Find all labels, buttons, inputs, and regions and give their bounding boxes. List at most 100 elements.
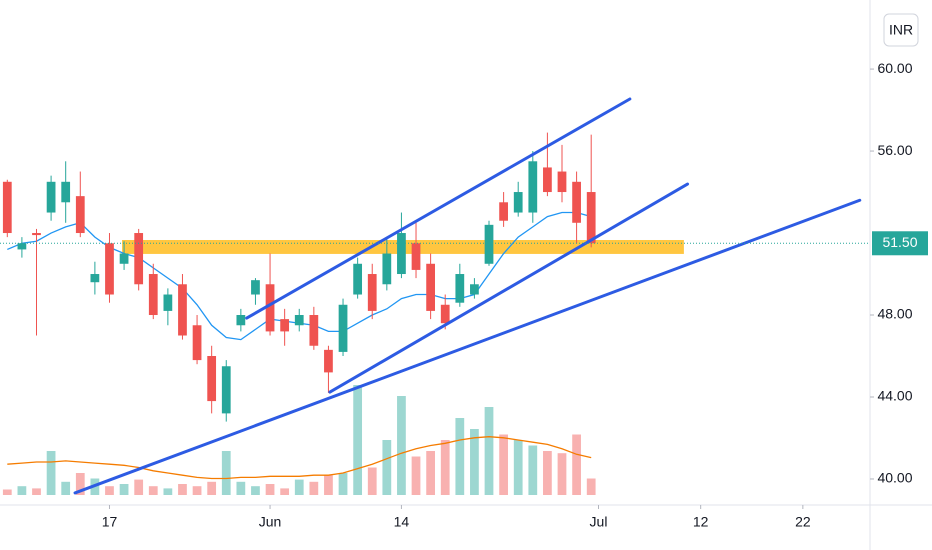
volume-bar — [470, 429, 479, 495]
volume-bar — [265, 484, 275, 495]
candle-body — [528, 161, 538, 213]
volume-bar — [353, 385, 363, 495]
candle-body — [426, 263, 435, 311]
y-tick-label: 60.00 — [877, 60, 912, 76]
candle-body — [46, 181, 56, 213]
volume-bar — [75, 473, 85, 495]
candle-body — [324, 349, 333, 373]
candle-body — [586, 192, 596, 244]
candle-body — [557, 171, 567, 193]
x-tick-label: 22 — [795, 514, 811, 530]
candle-body — [207, 356, 217, 402]
candle-body — [397, 233, 406, 275]
x-tick-label: 14 — [394, 514, 410, 530]
volume-bar — [324, 475, 333, 495]
x-tick-label: 12 — [693, 514, 709, 530]
volume-bar — [382, 440, 392, 495]
candle-body — [192, 325, 202, 361]
volume-bar — [119, 484, 129, 495]
volume-bar — [411, 456, 421, 495]
candle-body — [75, 196, 85, 234]
volume-bar — [2, 489, 12, 495]
candle-body — [440, 304, 450, 324]
trendline — [73, 198, 862, 495]
candle-body — [61, 181, 71, 203]
volume-bar — [61, 481, 71, 495]
volume-bar — [32, 488, 41, 495]
candle-body — [90, 274, 100, 283]
candle-body — [178, 284, 187, 336]
currency-box[interactable] — [883, 13, 919, 47]
volume-bar — [455, 418, 465, 495]
candle-body — [2, 181, 12, 234]
volume-bar — [46, 451, 56, 495]
volume-bar — [338, 473, 348, 495]
candle-body — [119, 253, 129, 264]
candle-body — [470, 284, 479, 295]
candle-body — [251, 280, 260, 295]
candle-body — [105, 243, 114, 295]
y-tick-label: 44.00 — [877, 388, 912, 404]
volume-bar — [367, 467, 377, 495]
volume-bar — [251, 486, 260, 495]
volume-bar — [236, 481, 246, 495]
candle-body — [455, 274, 465, 303]
candle-body — [294, 315, 304, 326]
currency-label: INR — [889, 22, 913, 38]
x-tick-label: 17 — [102, 514, 118, 530]
volume-bar — [557, 453, 567, 495]
candle-body — [338, 304, 348, 352]
candle-body — [309, 315, 319, 346]
candle-body — [499, 202, 508, 221]
candle-body — [163, 294, 173, 311]
trendline — [245, 97, 632, 320]
x-tick-label: Jul — [590, 514, 608, 530]
candle-body — [543, 167, 552, 193]
volume-bar — [528, 445, 538, 495]
volume-bar — [280, 488, 290, 495]
volume-bar — [192, 486, 202, 495]
y-tick-label: 56.00 — [877, 142, 912, 158]
candle-body — [236, 315, 246, 326]
candle-body — [221, 366, 231, 414]
trendline — [328, 182, 690, 394]
volume-bar — [397, 396, 406, 495]
volume-bar — [221, 451, 231, 495]
volume-bar — [499, 434, 508, 495]
y-tick-label: 40.00 — [877, 470, 912, 486]
volume-bar — [148, 486, 158, 495]
candle-body — [353, 263, 363, 295]
y-tick-label: 48.00 — [877, 306, 912, 322]
candle-body — [411, 243, 421, 270]
volume-bar — [484, 407, 494, 495]
volume-bar — [163, 488, 173, 495]
last-price-box — [872, 231, 928, 256]
volume-bar — [586, 478, 596, 495]
x-tick-label: Jun — [259, 514, 282, 530]
candle-body — [382, 253, 392, 285]
volume-bar — [543, 451, 552, 495]
volume-bar — [105, 486, 114, 495]
volume-ma-line — [7, 436, 592, 480]
last-price-label: 51.50 — [882, 234, 917, 250]
candle-body — [572, 181, 581, 223]
volume-bar — [17, 486, 27, 495]
volume-bar — [207, 481, 217, 495]
volume-bar — [572, 434, 581, 495]
volume-bar — [426, 451, 435, 495]
candle-body — [32, 233, 41, 236]
volume-bar — [178, 484, 187, 495]
candle-body — [513, 192, 523, 213]
candle-body — [280, 319, 290, 332]
volume-bar — [440, 440, 450, 495]
volume-bar — [294, 479, 304, 495]
candle-body — [134, 233, 144, 285]
candle-body — [148, 274, 158, 316]
volume-bar — [309, 481, 319, 495]
candle-body — [484, 224, 494, 264]
candle-body — [265, 284, 275, 332]
volume-bar — [513, 440, 523, 495]
candle-body — [17, 243, 27, 250]
candle-body — [367, 274, 377, 311]
